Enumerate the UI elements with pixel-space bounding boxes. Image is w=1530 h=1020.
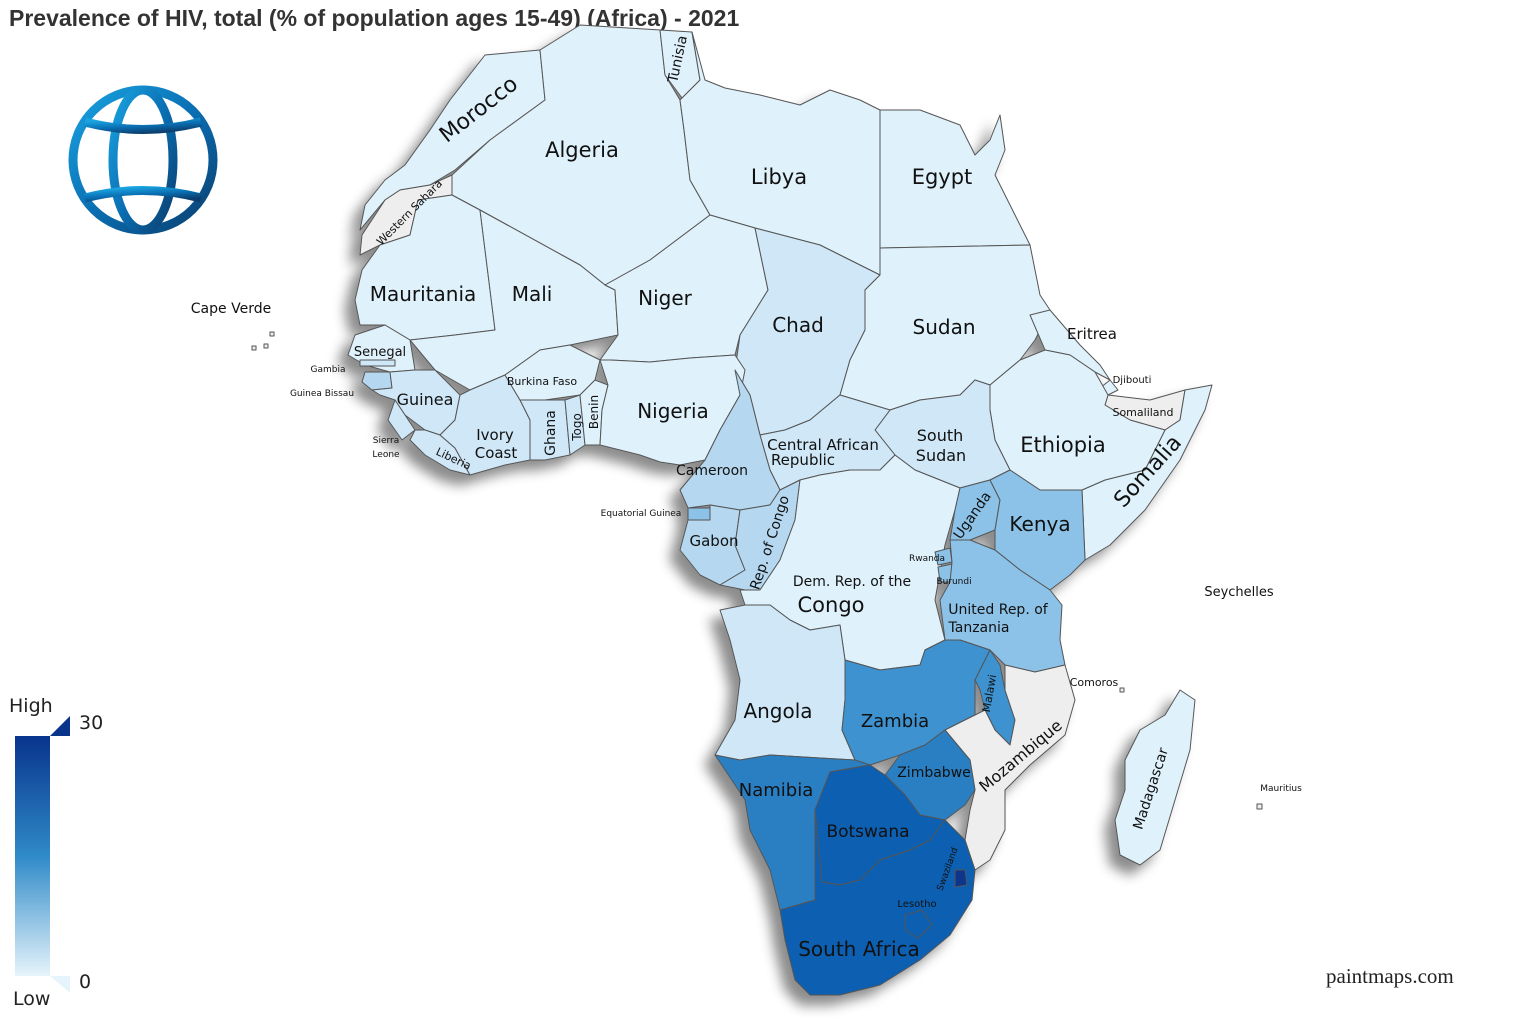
label-ethiopia: Ethiopia (1020, 433, 1106, 457)
label-angola: Angola (743, 699, 812, 723)
legend-high-label: High (9, 695, 53, 717)
label-eritrea: Eritrea (1067, 325, 1117, 343)
label-chad: Chad (772, 313, 824, 337)
legend-min-value: 0 (79, 971, 92, 993)
mauritius[interactable] (1256, 803, 1263, 810)
guinea-bissau[interactable] (361, 371, 393, 391)
gambia[interactable] (359, 359, 396, 367)
label-south-sudan-2: Sudan (916, 446, 966, 465)
label-gambia: Gambia (311, 365, 346, 375)
label-ivory-coast-2: Coast (475, 444, 518, 462)
label-drc-1: Dem. Rep. of the (793, 574, 911, 590)
label-botswana: Botswana (826, 822, 909, 842)
label-tanzania-2: Tanzania (948, 620, 1010, 636)
legend-low-label: Low (13, 988, 51, 1010)
legend-high-marker (50, 716, 70, 736)
label-guinea-bissau: Guinea Bissau (290, 389, 354, 399)
label-zimbabwe: Zimbabwe (897, 765, 971, 781)
kenya[interactable] (989, 469, 1086, 591)
label-ghana: Ghana (543, 410, 559, 456)
label-south-sudan-1: South (917, 426, 964, 445)
label-comoros: Comoros (1070, 676, 1119, 689)
label-libya: Libya (751, 165, 807, 189)
label-algeria: Algeria (545, 138, 619, 162)
label-gabon: Gabon (689, 532, 738, 550)
world-bank-globe-icon (68, 85, 218, 235)
label-mauritius: Mauritius (1260, 784, 1302, 794)
swaziland[interactable] (954, 869, 968, 888)
label-zambia: Zambia (861, 711, 929, 732)
cape-verde[interactable] (251, 331, 275, 351)
label-benin: Benin (587, 395, 601, 429)
legend-low-marker (50, 976, 70, 993)
label-somaliland: Somaliland (1112, 406, 1173, 419)
label-kenya: Kenya (1009, 512, 1070, 536)
label-ivory-coast-1: Ivory (476, 426, 514, 444)
label-sierra-leone-2: Leone (372, 450, 400, 460)
sierra-leone[interactable] (387, 399, 416, 441)
equatorial-guinea[interactable] (687, 507, 711, 521)
label-togo: Togo (570, 413, 584, 442)
label-burkina-faso: Burkina Faso (507, 375, 577, 388)
lesotho[interactable] (904, 909, 933, 939)
label-namibia: Namibia (739, 780, 814, 801)
label-south-africa: South Africa (798, 937, 920, 961)
label-rwanda: Rwanda (909, 554, 945, 564)
legend-max-value: 30 (79, 712, 104, 734)
label-lesotho: Lesotho (897, 899, 936, 910)
label-senegal: Senegal (354, 345, 406, 360)
label-sierra-leone-1: Sierra (373, 436, 400, 446)
page-title: Prevalence of HIV, total (% of populatio… (9, 5, 740, 31)
label-mauritania: Mauritania (370, 282, 477, 306)
label-tanzania-1: United Rep. of (948, 602, 1049, 618)
watermark: paintmaps.com (1326, 964, 1454, 988)
label-mali: Mali (512, 282, 553, 306)
label-niger: Niger (638, 286, 693, 310)
madagascar[interactable] (1114, 689, 1196, 866)
label-drc-2: Congo (798, 593, 865, 617)
legend-gradient-bar (15, 736, 50, 976)
label-guinea: Guinea (397, 390, 454, 409)
label-sudan: Sudan (913, 315, 976, 339)
label-djibouti: Djibouti (1113, 375, 1152, 386)
label-nigeria: Nigeria (637, 399, 709, 423)
mozambique[interactable] (944, 664, 1076, 871)
angola[interactable] (714, 604, 856, 761)
label-cape-verde: Cape Verde (191, 301, 271, 317)
ghana[interactable] (519, 399, 571, 461)
label-equatorial-guinea: Equatorial Guinea (601, 509, 682, 519)
label-car-2: Republic (771, 451, 835, 469)
south-africa[interactable] (779, 809, 976, 996)
label-egypt: Egypt (912, 165, 973, 189)
label-burundi: Burundi (936, 577, 971, 587)
label-car-1: Central African (767, 436, 879, 454)
comoros[interactable] (1119, 687, 1125, 693)
label-cameroon: Cameroon (676, 463, 748, 479)
label-seychelles: Seychelles (1204, 585, 1274, 600)
